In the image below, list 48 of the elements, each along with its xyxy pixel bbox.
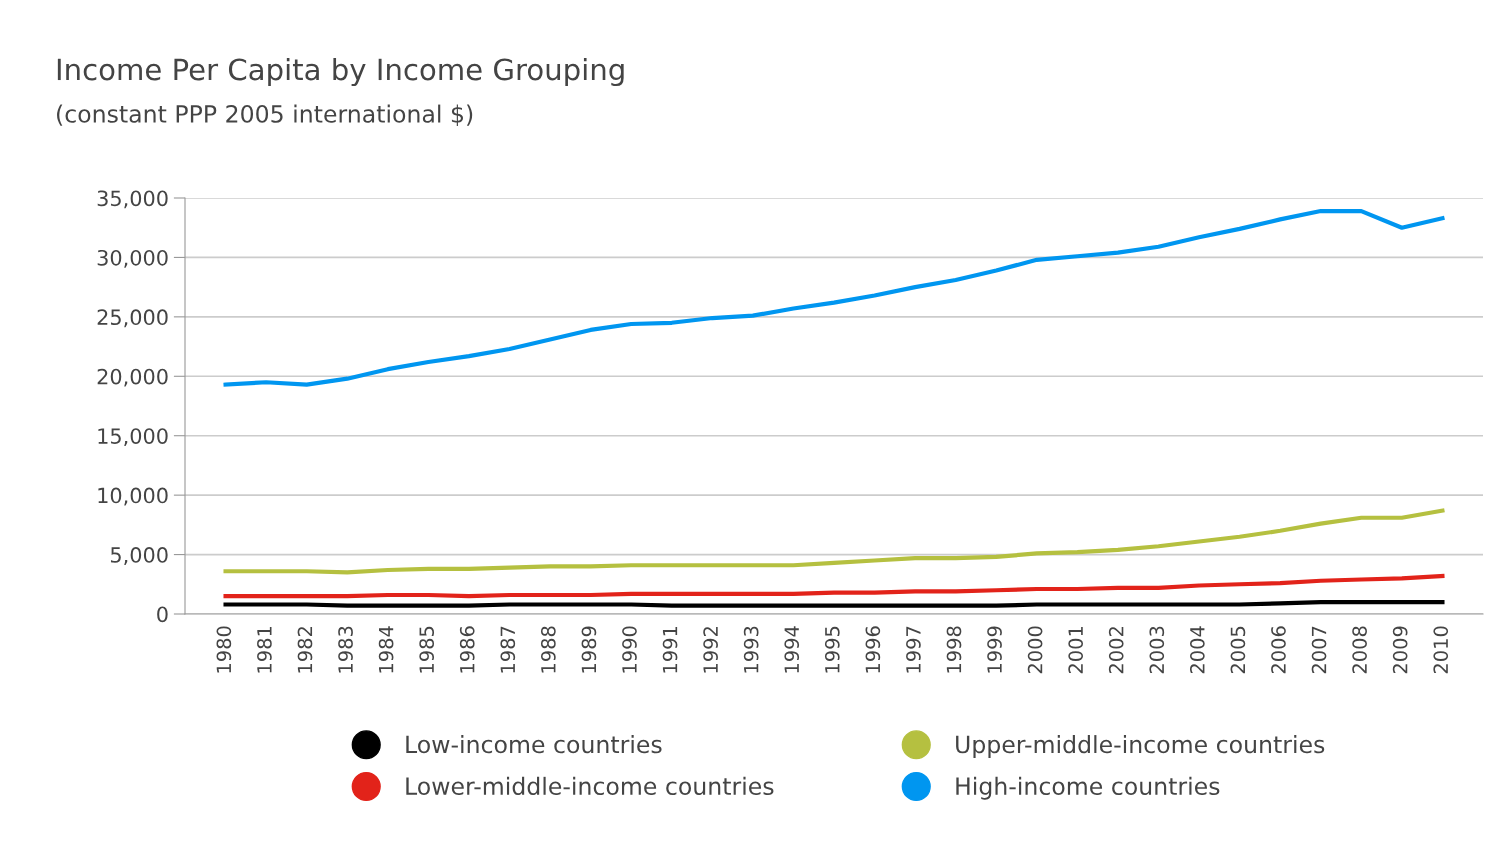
x-tick-label: 1997	[906, 626, 921, 673]
y-tick-label: 10,000	[98, 487, 168, 506]
legend-label: Low-income countries	[406, 735, 662, 754]
x-tick-label: 1985	[419, 626, 435, 673]
x-tick-label: 2008	[1352, 626, 1367, 674]
line-series	[223, 208, 1445, 387]
x-tick-label: 1998	[946, 626, 962, 673]
y-tick-label: 20,000	[97, 368, 168, 387]
x-tick-label: 1995	[824, 626, 840, 673]
y-tick-label: 0	[157, 606, 168, 623]
x-tick-label: 1992	[703, 627, 718, 673]
x-tick-label: 1989	[581, 626, 597, 673]
x-tick-label: 1982	[297, 627, 313, 673]
x-tick-label: 2010	[1433, 626, 1449, 674]
y-tick-label: 15,000	[98, 428, 168, 447]
x-tick-label: 1987	[500, 626, 516, 673]
x-tick-label: 2007	[1311, 626, 1327, 674]
x-tick-label: 1999	[987, 626, 1002, 673]
x-tick-label: 1994	[784, 626, 800, 673]
y-tick-label: 5,000	[110, 547, 168, 565]
y-tick-label: 35,000	[97, 190, 168, 209]
legend-label: High-income countries	[956, 776, 1220, 800]
x-tick-label: 1988	[541, 626, 556, 673]
x-tick-label: 1996	[865, 626, 881, 673]
line-series	[223, 573, 1445, 599]
x-tick-label: 1990	[622, 626, 637, 673]
legend-label: Lower-middle-income countries	[406, 776, 774, 796]
chart-title: Income Per Capita by Income Grouping	[57, 57, 624, 87]
chart-subtitle: (constant PPP 2005 international $)	[57, 104, 473, 126]
x-tick-label: 2003	[1149, 626, 1165, 674]
y-tick-label: 25,000	[97, 309, 168, 328]
x-tick-label: 2009	[1392, 626, 1408, 674]
x-tick-label: 2005	[1230, 626, 1246, 674]
y-tick-label: 30,000	[97, 249, 168, 268]
x-tick-label: 1993	[743, 626, 759, 673]
x-tick-label: 2001	[1068, 626, 1084, 674]
x-tick-label: 2000	[1027, 626, 1043, 674]
x-tick-label: 1983	[338, 626, 353, 673]
x-tick-label: 2004	[1190, 626, 1205, 674]
x-tick-label: 1980	[216, 626, 232, 673]
line-series	[223, 508, 1445, 575]
legend-label: Upper-middle-income countries	[956, 735, 1325, 758]
x-tick-label: 1981	[257, 626, 272, 673]
x-tick-label: 1991	[662, 626, 678, 673]
x-tick-label: 2006	[1271, 626, 1286, 674]
x-tick-label: 2002	[1108, 627, 1124, 674]
x-tick-label: 1984	[378, 626, 394, 673]
x-tick-label: 1986	[459, 626, 475, 673]
